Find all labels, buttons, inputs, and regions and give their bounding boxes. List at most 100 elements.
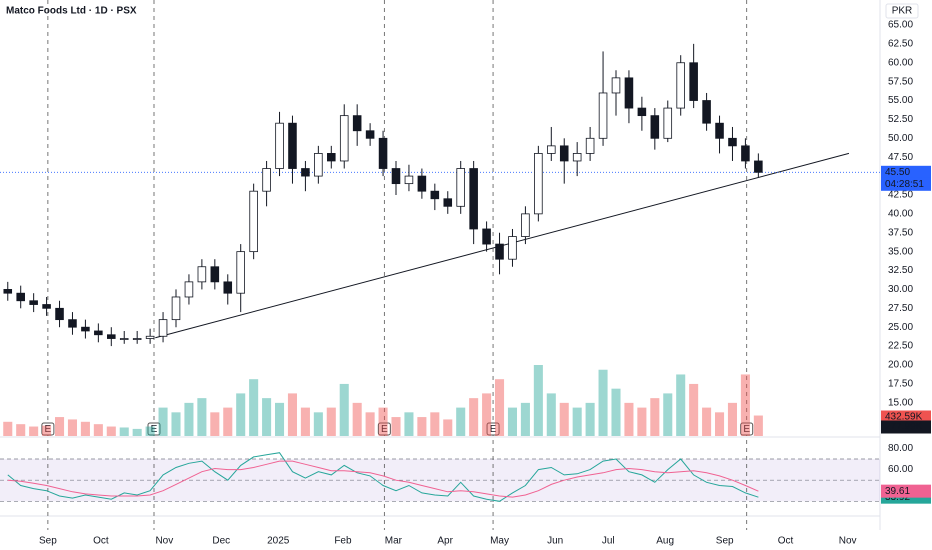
- y-tick-label: 62.50: [888, 38, 913, 49]
- earnings-label: E: [151, 424, 158, 435]
- currency: PKR: [892, 6, 913, 17]
- candle-body: [94, 330, 103, 336]
- x-tick-label: Apr: [437, 536, 453, 547]
- candle-body: [119, 338, 129, 340]
- candle-body: [521, 213, 530, 237]
- y-tick-label: 42.50: [888, 190, 913, 201]
- rsi-badge: 39.61: [885, 486, 910, 497]
- rsi-badge-bg: [881, 484, 931, 498]
- y-tick-label: 65.00: [888, 20, 913, 31]
- candle-body: [443, 198, 453, 207]
- candle-body: [352, 115, 362, 132]
- x-tick-label: Feb: [334, 536, 352, 547]
- volume-bar: [262, 398, 272, 436]
- candle-body: [598, 92, 608, 139]
- earnings-label: E: [45, 424, 52, 435]
- candle-body: [534, 153, 543, 215]
- candle-body: [689, 62, 698, 101]
- volume-bar: [753, 415, 763, 436]
- volume-bar: [236, 393, 246, 436]
- candle-body: [741, 145, 750, 162]
- volume-bar: [55, 417, 65, 436]
- y-tick-label: 20.00: [888, 360, 913, 371]
- volume-bar: [275, 402, 285, 436]
- volume-bar: [520, 402, 530, 436]
- candle-body: [184, 281, 194, 298]
- candle-body: [3, 289, 13, 294]
- volume-bar: [689, 383, 699, 436]
- candle-body: [754, 160, 763, 173]
- candle-body: [417, 175, 427, 192]
- rsi-tick-label: 80.00: [888, 443, 913, 454]
- candle-body: [702, 100, 711, 124]
- candle-body: [29, 300, 38, 305]
- x-tick-label: Jun: [547, 536, 563, 547]
- candle-body: [275, 122, 284, 169]
- volume-bar: [507, 407, 517, 436]
- candle-body: [301, 168, 310, 177]
- x-tick-label: Dec: [212, 536, 230, 547]
- volume-bar: [702, 407, 712, 436]
- volume-bar: [740, 374, 750, 436]
- volume-bar: [546, 393, 556, 436]
- candle-body: [482, 228, 491, 245]
- x-tick-label: Oct: [93, 536, 109, 547]
- volume-bar: [676, 374, 686, 436]
- volume-bar: [16, 424, 26, 436]
- x-tick-label: Sep: [39, 536, 57, 547]
- volume-bar: [559, 402, 569, 436]
- candle-body: [210, 266, 220, 283]
- x-tick-label: Mar: [385, 536, 403, 547]
- candle-body: [663, 107, 673, 139]
- volume-bar: [469, 398, 479, 436]
- volume-bar: [611, 388, 621, 436]
- candle-body: [223, 281, 233, 294]
- y-tick-label: 57.50: [888, 76, 913, 87]
- volume-bar: [184, 402, 194, 436]
- y-tick-label: 50.00: [888, 133, 913, 144]
- candle-body: [16, 292, 25, 302]
- x-tick-label: May: [490, 536, 509, 547]
- candle-body: [585, 137, 595, 154]
- x-tick-label: Nov: [155, 536, 173, 547]
- x-tick-label: Sep: [716, 536, 734, 547]
- volume-bar: [287, 393, 297, 436]
- volume-bar: [223, 407, 233, 436]
- volume-bar: [482, 393, 492, 436]
- candle-body: [404, 175, 414, 185]
- candle-body: [469, 168, 478, 230]
- earnings-label: E: [490, 424, 497, 435]
- volume-bar: [533, 365, 543, 436]
- rsi-tick-label: 60.00: [888, 464, 913, 475]
- candle-body: [650, 115, 660, 139]
- candle-body: [365, 130, 375, 139]
- volume-bar: [106, 426, 116, 436]
- volume-badge: 432.59K: [885, 412, 923, 423]
- y-tick-label: 15.00: [888, 397, 913, 408]
- candle-body: [430, 190, 440, 200]
- candle-body: [676, 62, 685, 109]
- volume-bar: [715, 412, 725, 436]
- y-tick-label: 55.00: [888, 95, 913, 106]
- volume-bar: [249, 379, 259, 436]
- volume-bar: [210, 412, 220, 436]
- candle-body: [107, 334, 116, 339]
- candle-body: [637, 107, 647, 117]
- candle-body: [508, 236, 517, 260]
- y-tick-label: 52.50: [888, 114, 913, 125]
- y-tick-label: 35.00: [888, 246, 913, 257]
- volume-badge-bg: [881, 410, 931, 424]
- candle-body: [495, 243, 504, 260]
- candle-body: [391, 168, 401, 185]
- chart-title: Matco Foods Ltd · 1D · PSX: [6, 6, 137, 17]
- volume-bar: [145, 426, 155, 436]
- volume-bar: [352, 402, 362, 436]
- volume-bar: [727, 402, 737, 436]
- volume-bar: [624, 402, 634, 436]
- candle-body: [456, 168, 465, 207]
- countdown-badge-bg: [881, 177, 931, 191]
- y-tick-label: 17.50: [888, 379, 913, 390]
- y-tick-label: 37.50: [888, 227, 913, 238]
- y-tick-label: 47.50: [888, 152, 913, 163]
